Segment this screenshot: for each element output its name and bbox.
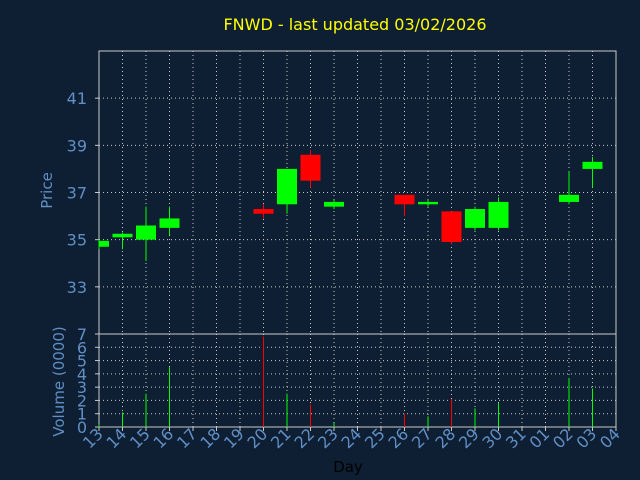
candle-body xyxy=(136,225,156,240)
volume-tick-label: 0 xyxy=(77,418,87,437)
volume-tick-label: 1 xyxy=(77,405,87,424)
candle-body xyxy=(559,194,579,202)
x-tick-label: 04 xyxy=(596,424,624,452)
volume-tick-label: 6 xyxy=(77,338,87,357)
candle-body xyxy=(488,201,509,228)
volume-tick-label: 7 xyxy=(77,325,87,344)
candle-body xyxy=(582,161,603,169)
candle-body xyxy=(277,168,297,205)
price-tick-label: 39 xyxy=(67,136,87,155)
price-tick-label: 41 xyxy=(67,89,87,108)
price-panel-frame xyxy=(98,50,617,335)
volume-tick-label: 5 xyxy=(77,352,87,371)
candle-body xyxy=(112,233,133,238)
volume-panel-frame xyxy=(98,333,617,428)
candle-body xyxy=(99,240,109,247)
candle-body xyxy=(394,194,415,205)
x-axis-label: Day xyxy=(333,458,363,476)
chart-title: FNWD - last updated 03/02/2026 xyxy=(223,15,486,34)
volume-axis-label: Volume (0000) xyxy=(50,326,68,436)
price-tick-label: 33 xyxy=(67,278,87,297)
candle-body xyxy=(441,211,462,243)
candle-body xyxy=(159,218,180,228)
volume-tick-label: 2 xyxy=(77,391,87,410)
price-tick-label: 35 xyxy=(67,231,87,250)
price-axis-label: Price xyxy=(38,172,56,209)
candle-body xyxy=(324,201,344,207)
candle-body xyxy=(253,209,274,214)
volume-tick-label: 4 xyxy=(77,365,87,384)
price-tick-label: 37 xyxy=(67,184,87,203)
candle-body xyxy=(300,154,321,181)
candle-body xyxy=(465,209,485,228)
candle-body xyxy=(418,201,438,205)
volume-tick-label: 3 xyxy=(77,378,87,397)
